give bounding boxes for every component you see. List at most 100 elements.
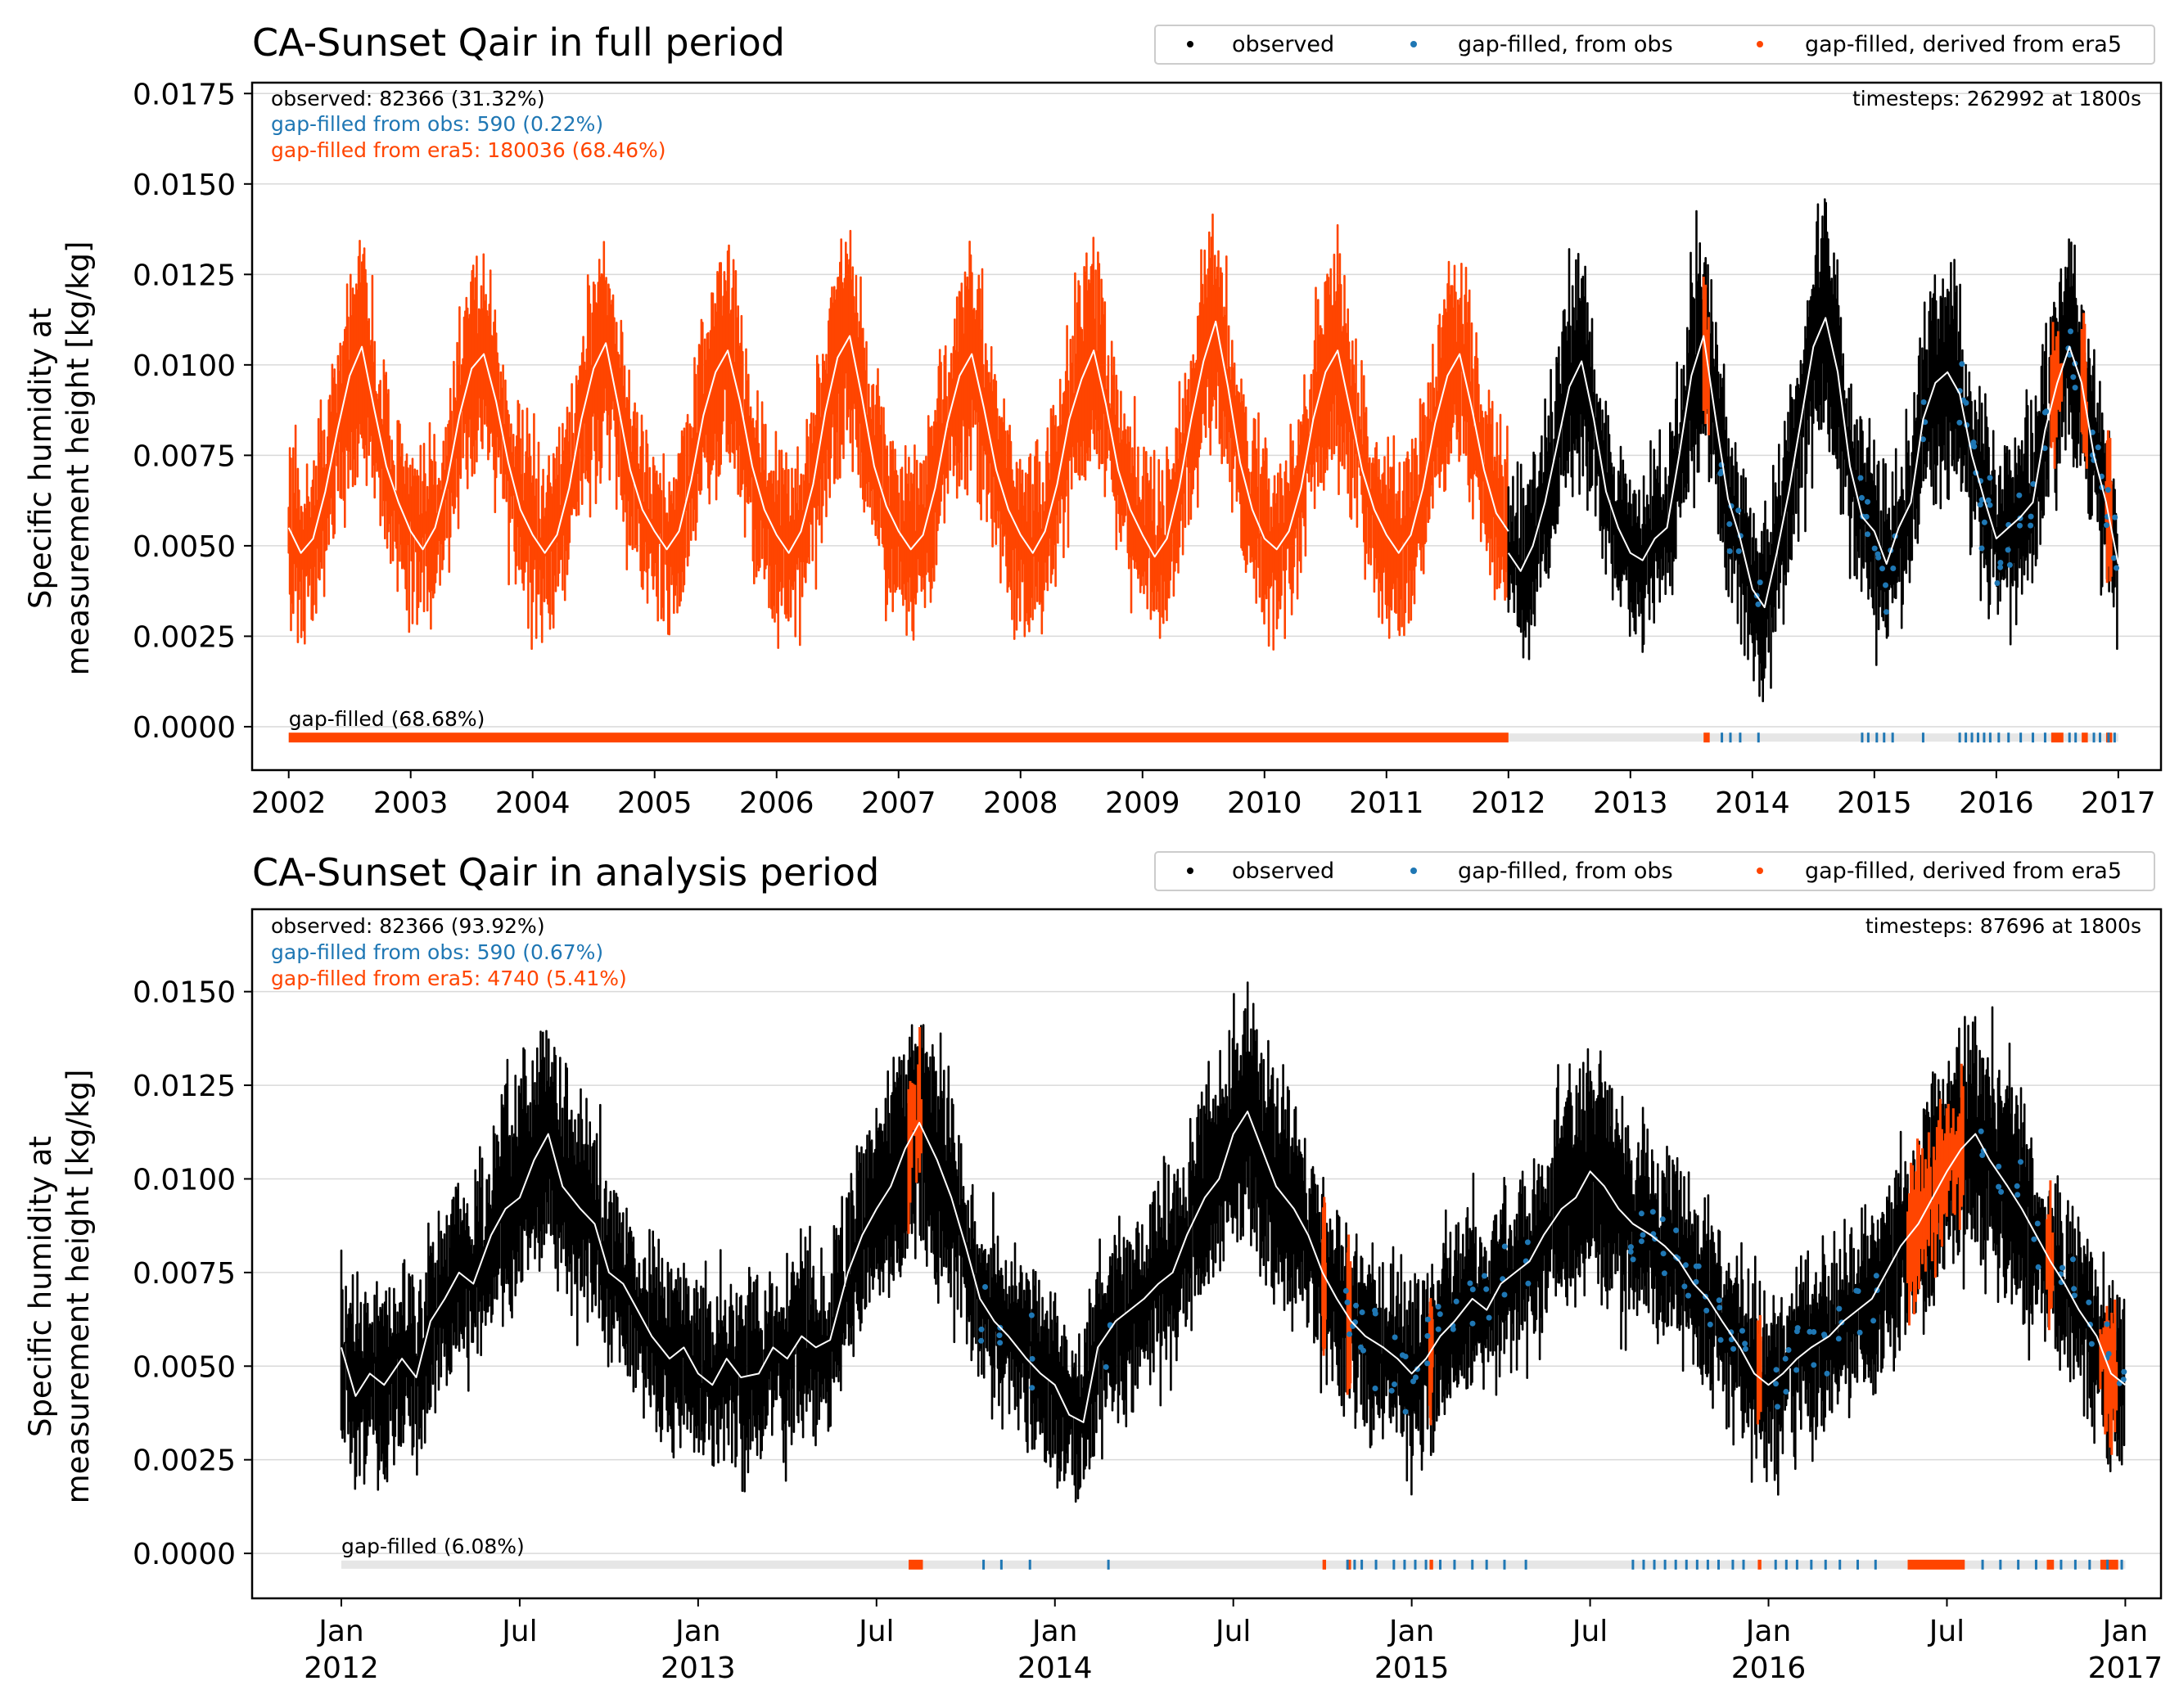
gap-bar-obs-tick — [2068, 732, 2071, 743]
y-ticks: 0.0000 0.0025 0.0050 0.0075 0.0100 0.0125 0.01… — [133, 976, 252, 1571]
gap-bar-obs-tick — [1958, 732, 1961, 743]
gap-bar-era5-segment — [1347, 1559, 1351, 1570]
data-point-gapfill-obs — [1811, 1362, 1817, 1368]
x-tick-label: 2012 — [1471, 786, 1546, 820]
data-point-gapfill-obs — [1794, 1325, 1801, 1332]
data-point-gapfill-obs — [1987, 502, 1993, 508]
data-point-gapfill-obs — [1372, 1386, 1378, 1391]
gap-filled-bar — [341, 1559, 2126, 1570]
data-point-gapfill-obs — [2041, 445, 2048, 452]
data-point-gapfill-obs — [2028, 513, 2034, 520]
data-point-gapfill-obs — [1630, 1256, 1636, 1263]
gap-bar-obs-tick — [1107, 1559, 1110, 1570]
stat-observed: observed: 82366 (31.32%) — [271, 87, 545, 110]
gap-bar-obs-tick — [1838, 1559, 1842, 1570]
data-point-gapfill-obs — [996, 1332, 1003, 1339]
data-point-gapfill-obs — [1682, 1262, 1689, 1269]
x-tick-label: Jul — [1571, 1615, 1608, 1648]
data-point-gapfill-obs — [1735, 548, 1742, 554]
gap-bar-obs-tick — [1731, 1559, 1735, 1570]
data-point-gapfill-obs — [2043, 408, 2050, 415]
data-point-gapfill-obs — [1793, 1367, 1800, 1373]
data-point-gapfill-obs — [1685, 1292, 1691, 1299]
x-tick-label: 2012 — [304, 1652, 379, 1685]
legend-entry-gapfill-obs: gap-filled, from obs — [1458, 32, 1673, 57]
data-point-gapfill-obs — [2071, 1286, 2077, 1292]
data-point-gapfill-obs — [2028, 522, 2034, 529]
gap-filled-bar — [288, 732, 2118, 743]
legend-marker-observed — [1187, 868, 1193, 874]
data-point-gapfill-obs — [1353, 1302, 1359, 1309]
data-point-gapfill-obs — [2031, 1236, 2037, 1242]
gap-filled-label: gap-filled (6.08%) — [341, 1534, 525, 1558]
data-point-gapfill-obs — [1695, 1263, 1702, 1269]
data-point-gapfill-obs — [1469, 1320, 1476, 1327]
gap-bar-obs-tick — [1453, 1559, 1456, 1570]
gap-bar-obs-tick — [1988, 732, 1992, 743]
data-point-gapfill-obs — [2030, 480, 2037, 487]
data-point-gapfill-obs — [1675, 1255, 1681, 1262]
gap-bar-obs-tick — [2088, 1559, 2091, 1570]
data-point-gapfill-obs — [1735, 507, 1742, 514]
data-point-gapfill-obs — [1392, 1334, 1398, 1341]
x-tick-label: 2004 — [495, 786, 571, 820]
y-tick-label: 0.0025 — [133, 1444, 236, 1478]
x-tick-label: 2014 — [1715, 786, 1790, 820]
data-point-gapfill-obs — [1693, 1278, 1699, 1285]
data-point-gapfill-obs — [1482, 1273, 1487, 1279]
data-point-gapfill-obs — [1857, 475, 1864, 481]
gap-bar-obs-tick — [1471, 1559, 1474, 1570]
data-point-gapfill-obs — [1739, 1327, 1745, 1334]
data-point-gapfill-obs — [1978, 545, 1985, 552]
y-axis-label-line-1: Specific humidity at — [23, 308, 58, 609]
data-point-gapfill-obs — [1920, 399, 1927, 405]
data-point-gapfill-obs — [2071, 1292, 2077, 1299]
x-tick-label: Jan — [2101, 1615, 2149, 1648]
y-tick-label: 0.0075 — [133, 1257, 236, 1291]
gap-bar-background — [341, 1560, 2126, 1569]
data-point-gapfill-obs — [1717, 1336, 1724, 1343]
data-point-gapfill-obs — [1661, 1270, 1667, 1277]
data-point-gapfill-obs — [2120, 1377, 2127, 1383]
x-tick-label: Jan — [1387, 1615, 1435, 1648]
data-point-gapfill-obs — [1392, 1381, 1397, 1387]
legend-marker-gapfill-obs — [1410, 41, 1417, 47]
data-point-gapfill-obs — [1865, 498, 1870, 505]
data-point-gapfill-obs — [1638, 1210, 1644, 1217]
gap-bar-obs-tick — [1981, 1559, 1984, 1570]
stat-gapfill-era5: gap-filled from era5: 4740 (5.41%) — [271, 967, 627, 990]
data-point-cloud — [340, 981, 2127, 1503]
x-tick-label: Jul — [1214, 1615, 1251, 1648]
data-point-gapfill-obs — [1835, 1336, 1842, 1342]
gap-bar-obs-tick — [1997, 732, 2001, 743]
legend-entry-gapfill-obs: gap-filled, from obs — [1458, 859, 1673, 884]
gap-bar-obs-tick — [1503, 1559, 1506, 1570]
data-point-gapfill-obs — [1855, 1288, 1861, 1295]
data-point-gapfill-obs — [2068, 328, 2073, 335]
x-tick-label: 2017 — [2088, 1652, 2163, 1685]
gap-bar-obs-tick — [1392, 1559, 1396, 1570]
data-point-gapfill-obs — [1971, 444, 1978, 450]
data-point-gapfill-obs — [1716, 1297, 1722, 1304]
gap-bar-obs-tick — [1439, 1559, 1442, 1570]
gap-bar-obs-tick — [1774, 1559, 1777, 1570]
stat-gapfill-obs: gap-filled from obs: 590 (0.67%) — [271, 940, 603, 964]
data-point-gapfill-obs — [1871, 545, 1878, 552]
x-tick-label: 2006 — [739, 786, 814, 820]
chart-title: CA-Sunset Qair in full period — [252, 20, 785, 65]
data-point-gapfill-obs — [1782, 1355, 1789, 1362]
data-point-gapfill-obs — [1870, 1318, 1877, 1324]
data-point-gapfill-obs — [1836, 1305, 1843, 1312]
data-point-gapfill-obs — [2018, 1159, 2023, 1165]
data-point-gapfill-obs — [1402, 1408, 1409, 1415]
y-axis-label: Specific humidity at measurement height … — [23, 1070, 96, 1504]
x-tick-label: 2014 — [1017, 1652, 1093, 1685]
stat-timesteps: timesteps: 262992 at 1800s — [1852, 87, 2141, 110]
chart-title: CA-Sunset Qair in analysis period — [252, 850, 879, 895]
x-tick-label: Jan — [1744, 1615, 1792, 1648]
data-point-gapfill-obs — [1785, 1347, 1792, 1353]
legend-box — [1154, 851, 2155, 891]
x-ticks: 2002 2003 2004 2005 2006 2007 2008 2009 2010 2011… — [251, 770, 2156, 820]
y-tick-label: 0.0125 — [133, 1070, 236, 1103]
gap-bar-obs-tick — [2017, 1559, 2020, 1570]
